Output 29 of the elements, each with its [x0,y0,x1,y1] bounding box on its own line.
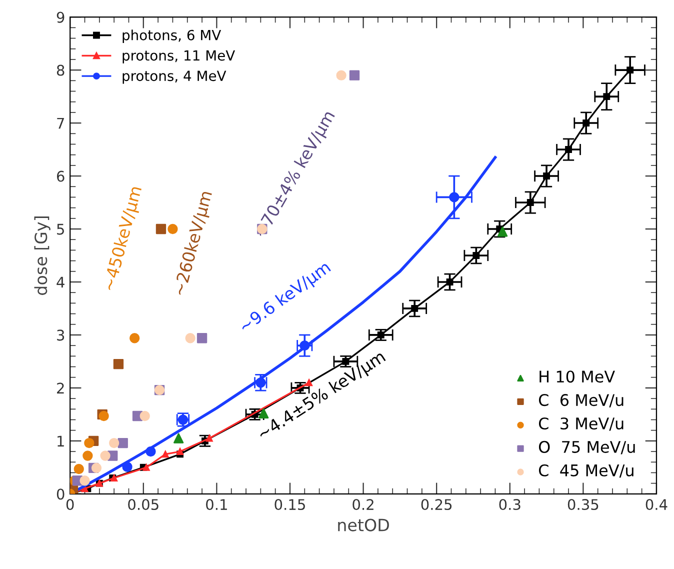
x-tick-label: 0.4 [646,499,668,510]
y-tick-label: 9 [56,12,64,23]
y-tick-label: 0 [56,488,64,500]
y-tick-label: 7 [57,118,64,129]
legend-label: C 45 MeV/u [538,464,634,478]
y-tick-label: 5 [57,224,64,235]
legend-label: O 75 MeV/u [538,440,635,454]
y-tick-label: 1 [58,436,64,446]
y-tick-label: 3 [57,330,64,341]
x-tick-label: 0.2 [352,499,374,510]
x-tick-label: 0.35 [568,499,598,510]
y-tick-label: 2 [57,382,64,394]
x-tick-label: 0.25 [421,499,452,510]
y-tick-label: 4 [56,276,64,288]
x-tick-label: 0 [66,499,74,510]
legend-label: protons, 11 MeV [122,50,236,64]
legend-label: H 10 MeV [540,370,615,383]
x-tick-label: 0.05 [128,499,158,510]
x-tick-label: 0.1 [206,499,227,510]
legend-label: C 3 MeV/u [538,417,624,431]
x-tick-label: 0.3 [499,499,520,510]
y-tick-label: 8 [56,64,64,76]
legend-label: C 6 MeV/u [538,394,624,408]
y-tick-label: 6 [56,170,64,182]
y-axis-title: dose [Gy] [34,216,50,295]
x-axis-title: netOD [338,518,389,532]
x-tick-label: 0.15 [274,499,305,510]
legend-label: protons, 4 MeV [122,70,226,84]
legend-label: photons, 6 MV [122,30,222,44]
